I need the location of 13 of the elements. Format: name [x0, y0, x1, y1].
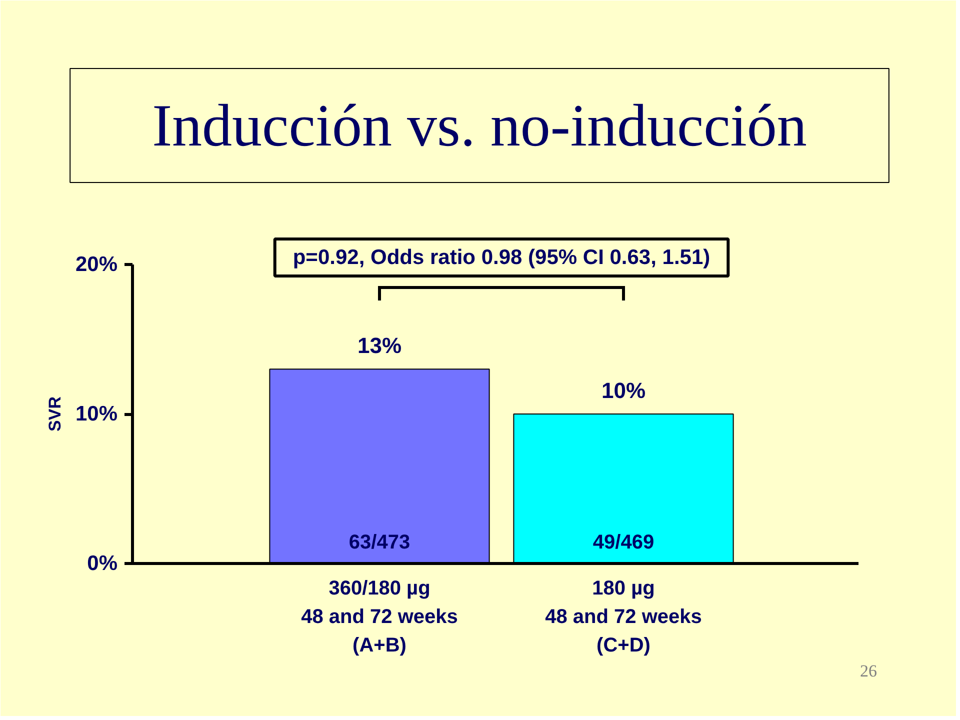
chart-title: Inducción vs. no-inducción	[152, 92, 807, 158]
y-tick-label: 20%	[75, 253, 118, 276]
text: 26	[860, 662, 877, 680]
annotation: 49/469	[592, 532, 654, 554]
annotation: p=0.92, Odds ratio 0.98 (95% CI 0.63, 1.51)	[292, 246, 710, 269]
data-label: 13%	[357, 333, 402, 358]
x-tick-label: 180 µg 48 and 72 weeks (C+D)	[545, 578, 702, 657]
y-tick-label: 10%	[75, 402, 118, 426]
annotation: 63/473	[348, 532, 410, 554]
y-axis-title: SVR	[45, 396, 64, 432]
y-tick-label: 0%	[87, 552, 118, 575]
data-label: 10%	[601, 378, 646, 403]
x-tick-label: 360/180 µg 48 and 72 weeks (A+B)	[301, 578, 458, 657]
